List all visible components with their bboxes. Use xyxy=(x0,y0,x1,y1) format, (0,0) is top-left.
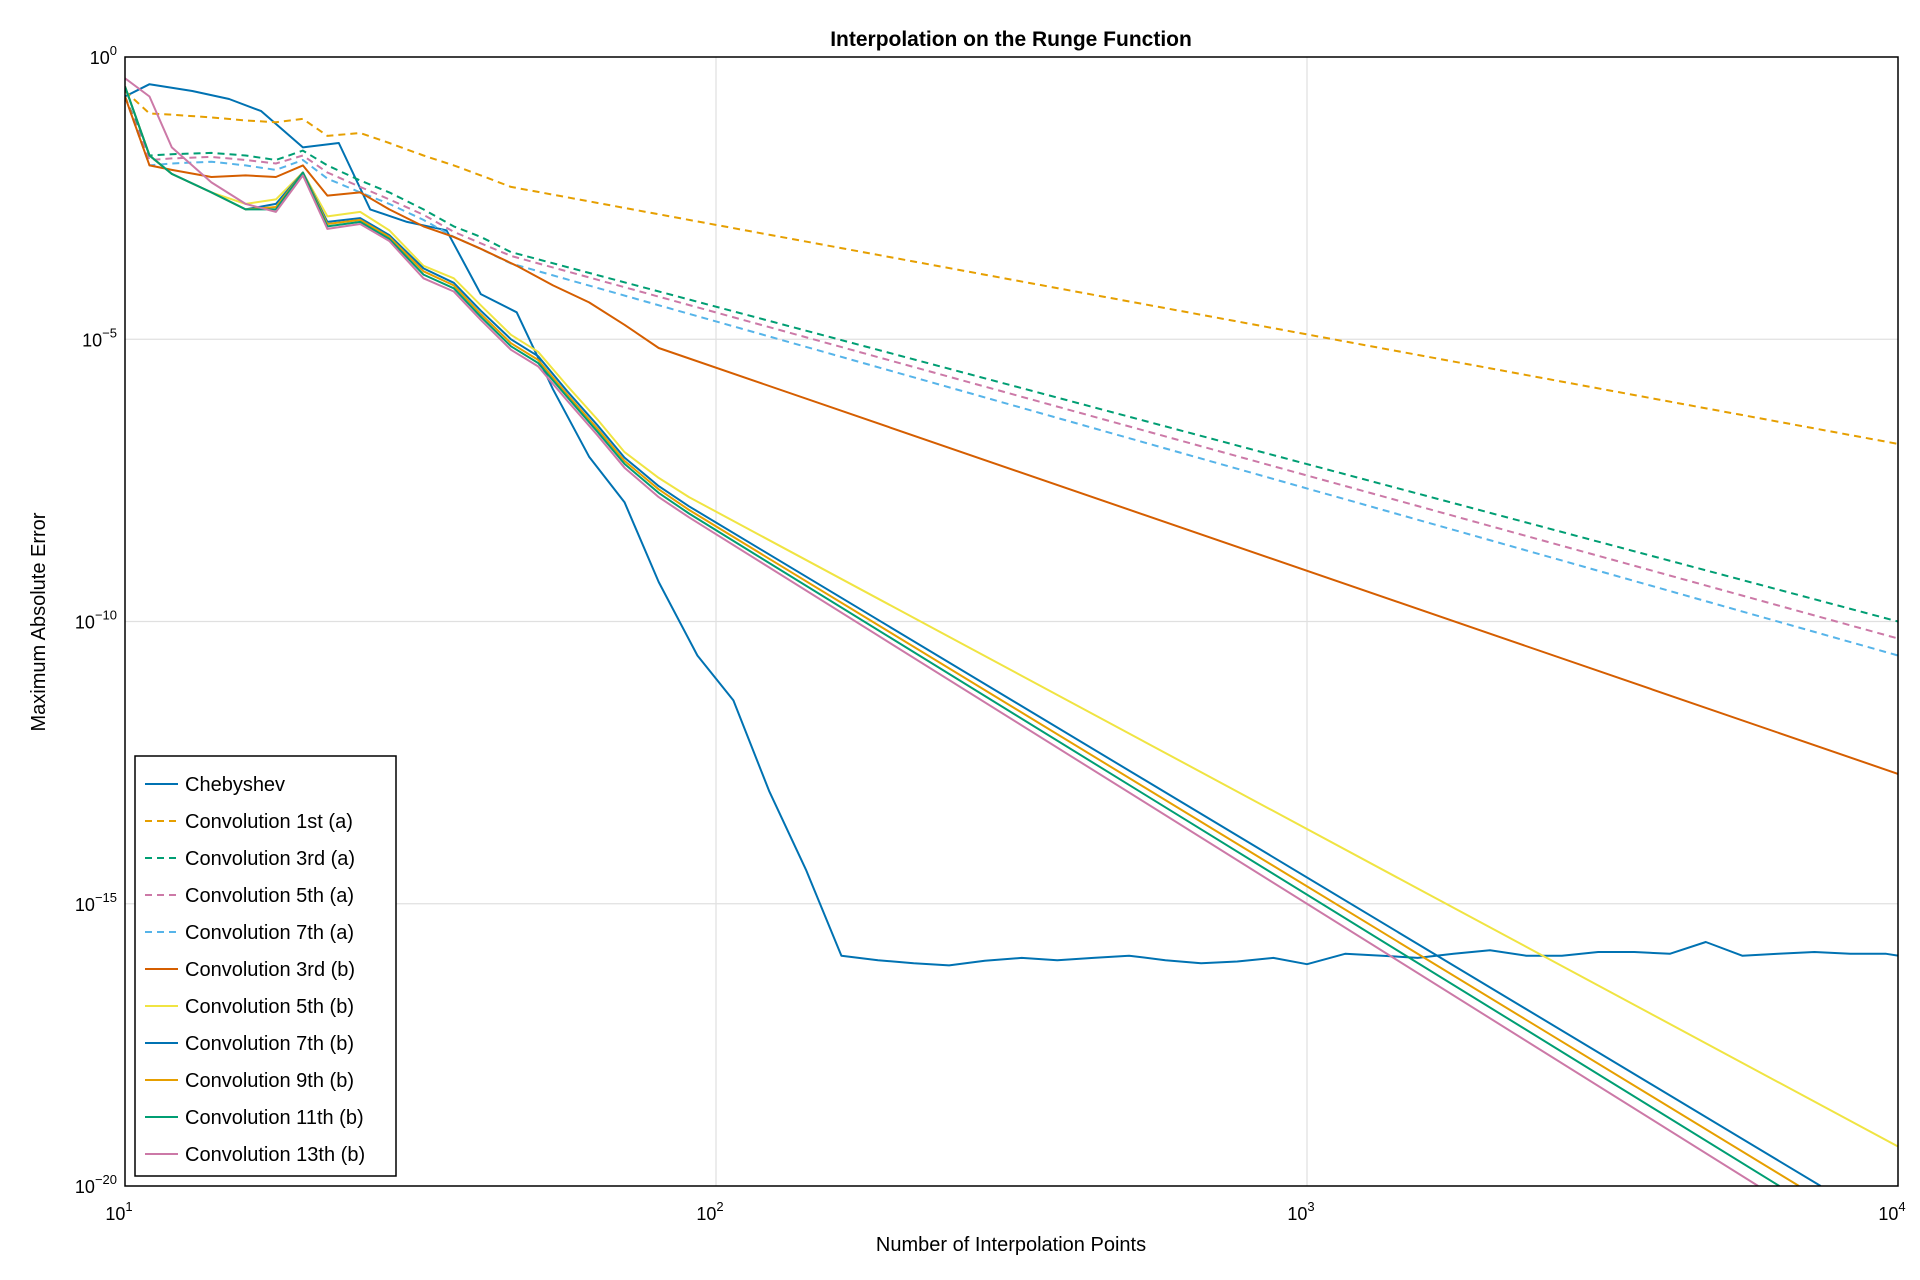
y-tick-label: 10−10 xyxy=(75,608,117,633)
series-line xyxy=(125,77,1759,1186)
series-line xyxy=(125,96,1898,623)
legend-label: Convolution 3rd (a) xyxy=(185,848,355,870)
y-axis-ticks: 100 10−5 10−10 10−15 10−20 xyxy=(75,43,117,1197)
legend-label: Convolution 5th (a) xyxy=(185,885,354,907)
legend-label: Convolution 7th (b) xyxy=(185,1033,354,1055)
series-line xyxy=(125,96,1898,775)
x-axis-ticks: 101 102 103 104 xyxy=(105,1199,1905,1224)
chart-title: Interpolation on the Runge Function xyxy=(830,28,1192,51)
legend-box xyxy=(134,755,397,1177)
y-tick-label: 100 xyxy=(90,43,117,68)
legend: Chebyshev Convolution 1st (a) Convolution … xyxy=(134,755,397,1177)
x-tick-label: 102 xyxy=(696,1199,723,1224)
legend-label: Convolution 1st (a) xyxy=(185,811,353,833)
legend-label: Chebyshev xyxy=(185,774,285,796)
x-tick-label: 101 xyxy=(105,1199,132,1224)
legend-label: Convolution 7th (a) xyxy=(185,922,354,944)
series-line xyxy=(125,90,1898,445)
x-tick-label: 103 xyxy=(1287,1199,1314,1224)
legend-label: Convolution 5th (b) xyxy=(185,996,354,1018)
y-tick-label: 10−15 xyxy=(75,890,117,915)
legend-label: Convolution 13th (b) xyxy=(185,1144,365,1166)
series-lines xyxy=(125,77,1898,1186)
y-tick-label: 10−5 xyxy=(82,325,117,350)
legend-label: Convolution 3rd (b) xyxy=(185,959,355,981)
legend-label: Convolution 9th (b) xyxy=(185,1070,354,1092)
x-axis-title: Number of Interpolation Points xyxy=(876,1234,1146,1256)
y-tick-label: 10−20 xyxy=(75,1172,117,1197)
legend-label: Convolution 11th (b) xyxy=(185,1107,364,1129)
grid-lines xyxy=(125,57,1898,1186)
y-axis-title: Maximum Absolute Error xyxy=(28,512,50,731)
x-tick-label: 104 xyxy=(1878,1199,1905,1224)
series-line xyxy=(125,96,1898,640)
plot-frame xyxy=(124,56,1899,1187)
series-line xyxy=(125,96,1898,657)
series-line xyxy=(125,86,1898,1148)
series-line xyxy=(125,86,1780,1186)
